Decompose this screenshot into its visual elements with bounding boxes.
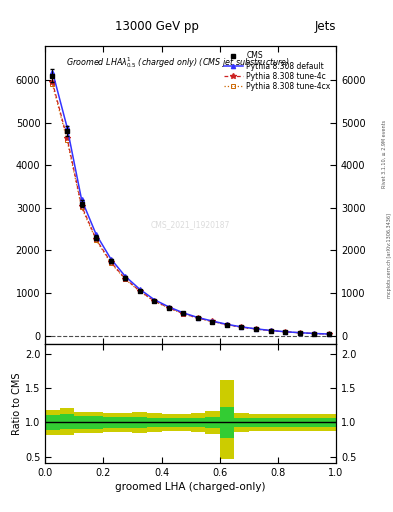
- Text: 13000 GeV pp: 13000 GeV pp: [115, 20, 199, 33]
- Legend: CMS, Pythia 8.308 default, Pythia 8.308 tune-4c, Pythia 8.308 tune-4cx: CMS, Pythia 8.308 default, Pythia 8.308 …: [222, 50, 332, 92]
- Text: Jets: Jets: [314, 20, 336, 33]
- Text: Rivet 3.1.10, ≥ 2.9M events: Rivet 3.1.10, ≥ 2.9M events: [382, 119, 387, 188]
- Text: Groomed LHA$\lambda^{1}_{0.5}$ (charged only) (CMS jet substructure): Groomed LHA$\lambda^{1}_{0.5}$ (charged …: [66, 55, 290, 70]
- Text: mcplots.cern.ch [arXiv:1306.3436]: mcplots.cern.ch [arXiv:1306.3436]: [387, 214, 392, 298]
- X-axis label: groomed LHA (charged-only): groomed LHA (charged-only): [116, 482, 266, 493]
- Text: CMS_2021_I1920187: CMS_2021_I1920187: [151, 220, 230, 229]
- Y-axis label: Ratio to CMS: Ratio to CMS: [12, 373, 22, 435]
